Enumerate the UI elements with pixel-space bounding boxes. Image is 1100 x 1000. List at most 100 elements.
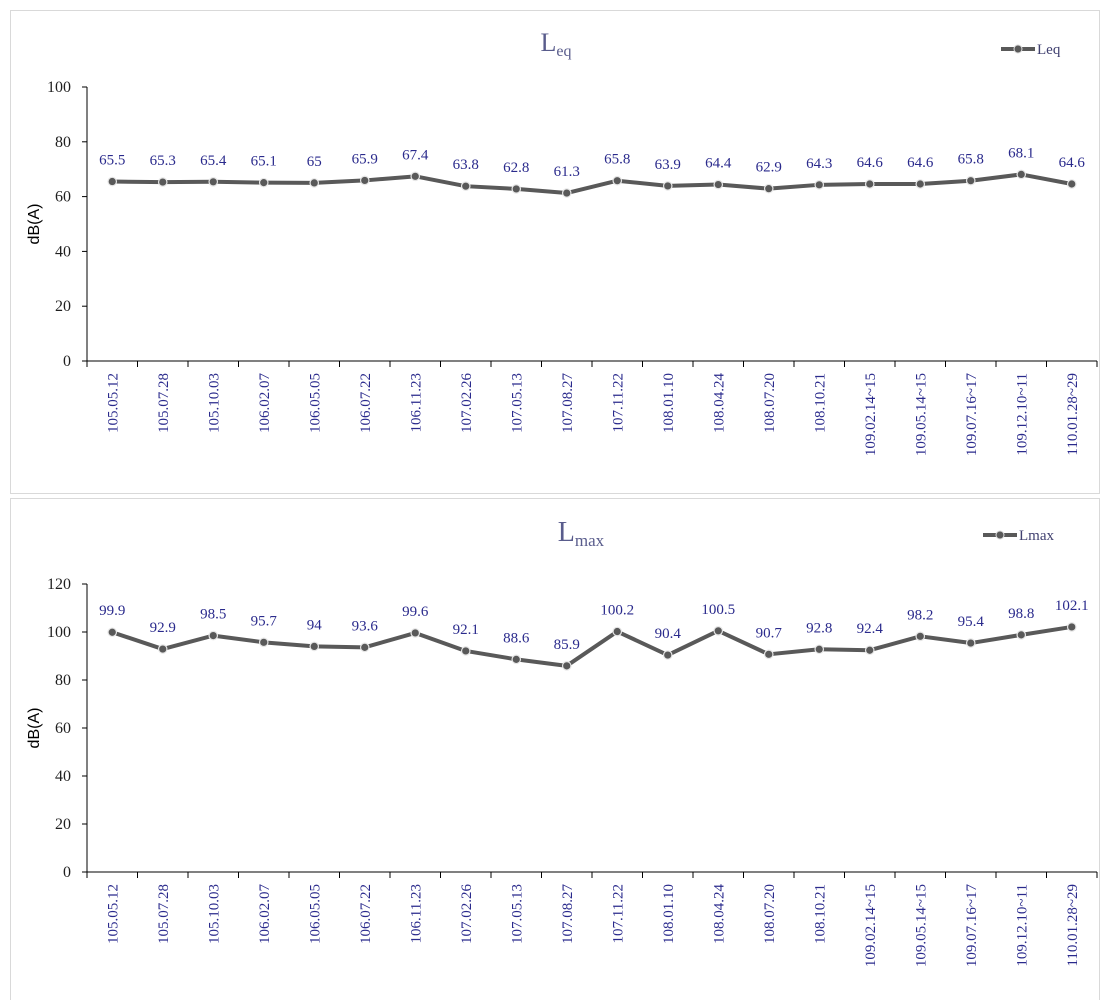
data-label: 90.7 [756, 625, 783, 641]
leq-chart-panel: Leq Leq dB(A) 0 20 40 60 80 100 105.05.12 105.07.2… [10, 10, 1100, 494]
y-tick-label: 100 [47, 624, 71, 641]
x-tick-label: 109.12.10~11 [1014, 884, 1030, 967]
x-tick-label: 109.07.16~17 [964, 884, 980, 968]
y-tick-label: 100 [47, 79, 71, 96]
x-tick-label: 107.08.27 [560, 884, 576, 945]
data-point [410, 628, 421, 638]
x-tick-label: 109.05.14~15 [913, 373, 929, 456]
x-tick-label: 106.02.07 [257, 373, 273, 434]
data-point [258, 637, 269, 648]
data-point [208, 630, 219, 641]
lmax-chart-panel: Lmax Lmax dB(A) 0 20 40 60 80 100 120 105.05.12 105… [10, 498, 1100, 1000]
data-label: 100.5 [701, 602, 735, 618]
chart-title: Lmax [558, 517, 605, 550]
data-point [965, 175, 976, 186]
data-point [460, 181, 471, 191]
data-point [965, 638, 976, 648]
y-tick-label: 80 [55, 672, 71, 689]
data-point [107, 176, 118, 187]
x-tick-label: 105.05.12 [105, 884, 121, 944]
x-tick-label: 107.02.26 [459, 884, 475, 945]
data-label: 92.1 [453, 622, 479, 638]
data-point [460, 646, 471, 656]
x-tick-label: 109.12.10~11 [1014, 373, 1030, 456]
x-tick-label: 106.05.05 [307, 884, 323, 944]
data-point [561, 188, 572, 198]
data-label: 65.1 [251, 154, 277, 170]
data-point [359, 175, 370, 186]
leq-chart: Leq Leq dB(A) 0 20 40 60 80 100 105.05.12 105.07.2… [26, 28, 1098, 456]
data-point [612, 175, 623, 186]
legend-label: Lmax [1019, 528, 1054, 544]
x-tick-label: 107.02.26 [459, 373, 475, 434]
data-label: 61.3 [554, 164, 580, 180]
data-label: 100.2 [600, 603, 634, 619]
x-tick-label: 108.04.24 [711, 373, 727, 434]
y-tick-label: 60 [55, 720, 71, 737]
x-tick-label: 105.07.28 [156, 884, 172, 944]
data-label: 64.4 [705, 156, 732, 172]
data-label: 90.4 [655, 626, 682, 642]
data-label: 98.8 [1008, 606, 1034, 622]
data-label: 92.8 [806, 620, 832, 636]
data-point [1016, 630, 1027, 640]
x-tick-label: 106.05.05 [307, 373, 323, 433]
data-label: 63.9 [655, 157, 681, 173]
data-point [1016, 169, 1027, 180]
x-tick-label: 105.10.03 [206, 373, 222, 433]
x-tick-label: 108.07.20 [762, 884, 778, 944]
x-tick-label: 106.07.22 [358, 884, 374, 944]
data-point [410, 171, 421, 182]
x-tick-label: 106.07.22 [358, 373, 374, 433]
data-label: 65.8 [604, 152, 630, 168]
data-point [763, 649, 774, 660]
x-tick-label: 107.11.22 [610, 884, 626, 943]
x-tick-label: 108.01.10 [661, 884, 677, 944]
chart-title: Leq [541, 28, 572, 60]
data-point [763, 183, 774, 194]
y-axis-label: dB(A) [26, 204, 43, 245]
series-line [111, 624, 1073, 668]
x-tick-label: 109.02.14~15 [863, 373, 879, 456]
data-label: 64.6 [1059, 155, 1086, 171]
data-point [157, 177, 168, 187]
legend-label: Leq [1037, 42, 1061, 58]
data-point [662, 650, 673, 660]
data-label: 65.8 [958, 152, 984, 168]
legend: Leq [1001, 42, 1061, 58]
data-point [561, 661, 572, 671]
data-label: 62.8 [503, 160, 529, 176]
data-label: 99.9 [99, 603, 125, 619]
x-tick-label: 106.11.23 [408, 884, 424, 943]
data-label: 95.7 [251, 613, 278, 629]
x-tick-label: 106.11.23 [408, 373, 424, 432]
data-point [208, 177, 219, 187]
data-point [359, 642, 370, 653]
data-label: 67.4 [402, 147, 429, 163]
data-point [309, 641, 320, 652]
data-label: 98.5 [200, 607, 226, 623]
lmax-chart: Lmax Lmax dB(A) 0 20 40 60 80 100 120 105.05.12 105… [26, 517, 1098, 968]
data-label: 92.9 [150, 620, 176, 636]
data-label: 98.2 [907, 607, 933, 623]
data-label: 65 [307, 154, 322, 170]
x-tick-label: 105.10.03 [206, 884, 222, 944]
x-tick-label: 108.04.24 [711, 884, 727, 945]
data-label: 88.6 [503, 630, 530, 646]
data-point [1066, 622, 1077, 632]
data-label: 64.6 [857, 155, 884, 171]
x-tick-label: 105.07.28 [156, 373, 172, 433]
y-tick-label: 20 [55, 298, 71, 315]
y-tick-label: 20 [55, 816, 71, 833]
x-tick-label: 107.05.13 [509, 373, 525, 433]
data-label: 65.9 [352, 151, 378, 167]
data-label: 94 [307, 617, 323, 633]
data-label: 63.8 [453, 157, 479, 173]
data-label: 62.9 [756, 160, 782, 176]
data-point [511, 654, 522, 665]
data-point [309, 178, 320, 188]
y-axis-label: dB(A) [26, 708, 43, 749]
data-label: 85.9 [554, 637, 580, 653]
data-point [814, 644, 825, 655]
x-tick-label: 106.02.07 [257, 884, 273, 945]
